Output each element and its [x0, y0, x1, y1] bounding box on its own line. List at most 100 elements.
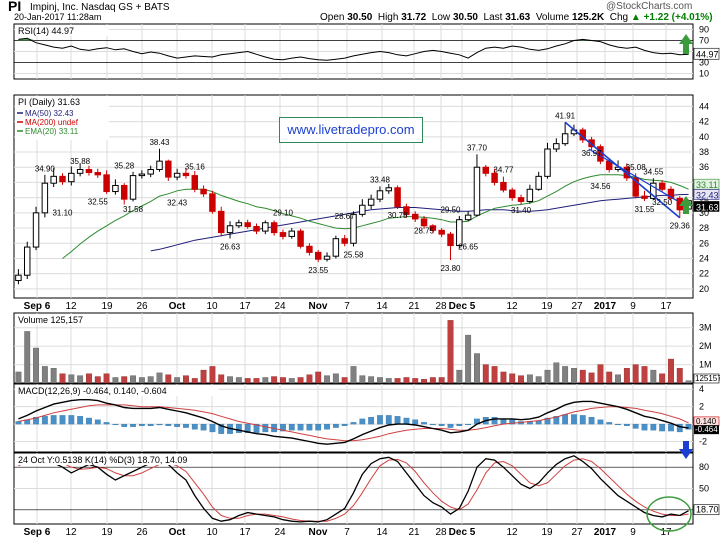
macd-histogram-bar: [500, 418, 507, 425]
volume-bar: [368, 376, 375, 384]
volume-bar: [438, 377, 445, 384]
candle-body: [244, 222, 251, 228]
quote-date: 20-Jan-2017 11:28am: [14, 12, 102, 22]
candle-body: [41, 182, 49, 214]
ma50-line: [150, 193, 689, 252]
low-value: 30.50: [452, 12, 478, 23]
price-annotation-label: 34.55: [643, 167, 664, 176]
candle-body: [500, 181, 507, 191]
price-annotation-label: 29.10: [273, 209, 294, 218]
macd-y-tick-label: -2: [699, 437, 707, 447]
open-label: Open: [320, 12, 345, 23]
volume-bar: [112, 377, 119, 384]
price-annotation-label: 26.63: [220, 242, 241, 251]
macd-y-tick-label: 2: [699, 402, 704, 412]
volume-bar: [491, 366, 498, 384]
rsi-y-tick-label: 90: [699, 25, 709, 35]
volume-bar: [615, 374, 621, 384]
stoch-y-tick-label: 50: [699, 484, 709, 494]
macd-histogram-bar: [183, 423, 189, 428]
volume-bar: [103, 373, 110, 384]
price-x-tick-label: 2017: [594, 301, 617, 312]
watermark-link[interactable]: www.livetradepro.com: [279, 117, 423, 143]
volume-bar: [183, 375, 189, 384]
macd-histogram-bar: [359, 418, 366, 425]
vol-y-tick-label: 2M: [699, 341, 712, 351]
price-y-tick-label: 44: [699, 101, 709, 111]
price-x-tick-label: Dec 5: [449, 301, 476, 312]
macd-y-tick-label: 4: [699, 384, 704, 394]
stoch-x-tick-label: 17: [239, 527, 251, 538]
candle-body: [561, 133, 569, 145]
price-annotation-label: 23.80: [440, 264, 461, 273]
candle-body: [350, 213, 357, 244]
volume-bar: [518, 375, 524, 384]
volume-bar: [394, 378, 401, 384]
volume-label: Volume: [535, 12, 570, 23]
macd-histogram-bar: [553, 416, 560, 425]
volume-bar: [650, 369, 657, 384]
price-annotation-label: 23.55: [308, 266, 329, 275]
macd-histogram-bar: [165, 423, 172, 426]
volume-bar: [147, 376, 154, 384]
volume-bar: [235, 377, 242, 384]
high-value: 31.72: [401, 12, 427, 23]
price-last-label: 32.43: [696, 190, 719, 200]
macd-histogram-bar: [253, 423, 260, 433]
candle-body: [50, 175, 57, 184]
price-x-tick-label: 17: [660, 301, 672, 312]
macd-histogram-bar: [368, 416, 375, 425]
price-up-arrow-icon: [679, 196, 693, 214]
volume-bar: [553, 362, 560, 384]
vol-y-tick-label: 1M: [699, 360, 712, 370]
volume-bar: [447, 320, 454, 384]
macd-histogram-bar: [218, 423, 225, 434]
price-annotation-label: 26.65: [458, 242, 479, 251]
volume-bar: [174, 377, 181, 384]
candle-body: [447, 233, 454, 247]
candle-body: [138, 173, 146, 177]
candle-body: [191, 175, 199, 190]
candle-body: [526, 188, 534, 202]
price-y-tick-label: 42: [699, 117, 709, 127]
stoch-x-tick-label: 19: [101, 527, 113, 538]
macd-histogram-bar: [350, 422, 357, 425]
candle-body: [314, 251, 322, 260]
candle-body: [482, 166, 490, 174]
price-annotation-label: 32.55: [88, 197, 109, 206]
stoch-x-tick-label: 28: [435, 527, 447, 538]
stoch-x-tick-label: 9: [630, 527, 636, 538]
volume-bar: [15, 371, 22, 384]
macd-line: [18, 399, 689, 445]
volume-bar: [191, 378, 198, 384]
macd-histogram-bar: [544, 417, 551, 425]
stoch-title: 24 Oct Y:0.5138 K(14) %D(3) 18.70, 14.09: [18, 455, 187, 465]
price-annotation-label: 32.50: [652, 198, 673, 207]
volume-bar: [59, 373, 66, 384]
macd-histogram-bar: [394, 416, 401, 425]
price-x-tick-label: 14: [376, 301, 388, 312]
macd-histogram-bar: [235, 423, 242, 433]
price-y-tick-label: 36: [699, 162, 709, 172]
candle-body: [332, 238, 340, 257]
macd-histogram-bar: [297, 423, 304, 431]
volume-bar: [209, 366, 216, 384]
macd-histogram-bar: [377, 415, 383, 425]
stoch-x-tick-label: 27: [571, 527, 583, 538]
rsi-title-bg: [15, 25, 109, 36]
price-annotation-label: 37.70: [467, 143, 488, 152]
candle-body: [253, 226, 260, 232]
rsi-last-box: [693, 47, 720, 60]
stoch-d-line: [18, 458, 689, 522]
volume-bar: [588, 372, 595, 384]
volume-bar: [526, 374, 533, 384]
price-annotation-label: 31.58: [123, 205, 144, 214]
candle-body: [297, 230, 304, 247]
high-label: High: [377, 12, 399, 23]
ticker-symbol: PI: [8, 0, 22, 14]
volume-bar: [659, 373, 666, 384]
last-label: Last: [483, 12, 503, 23]
volume-bar: [324, 375, 330, 384]
macd-histogram-bar: [138, 423, 145, 426]
